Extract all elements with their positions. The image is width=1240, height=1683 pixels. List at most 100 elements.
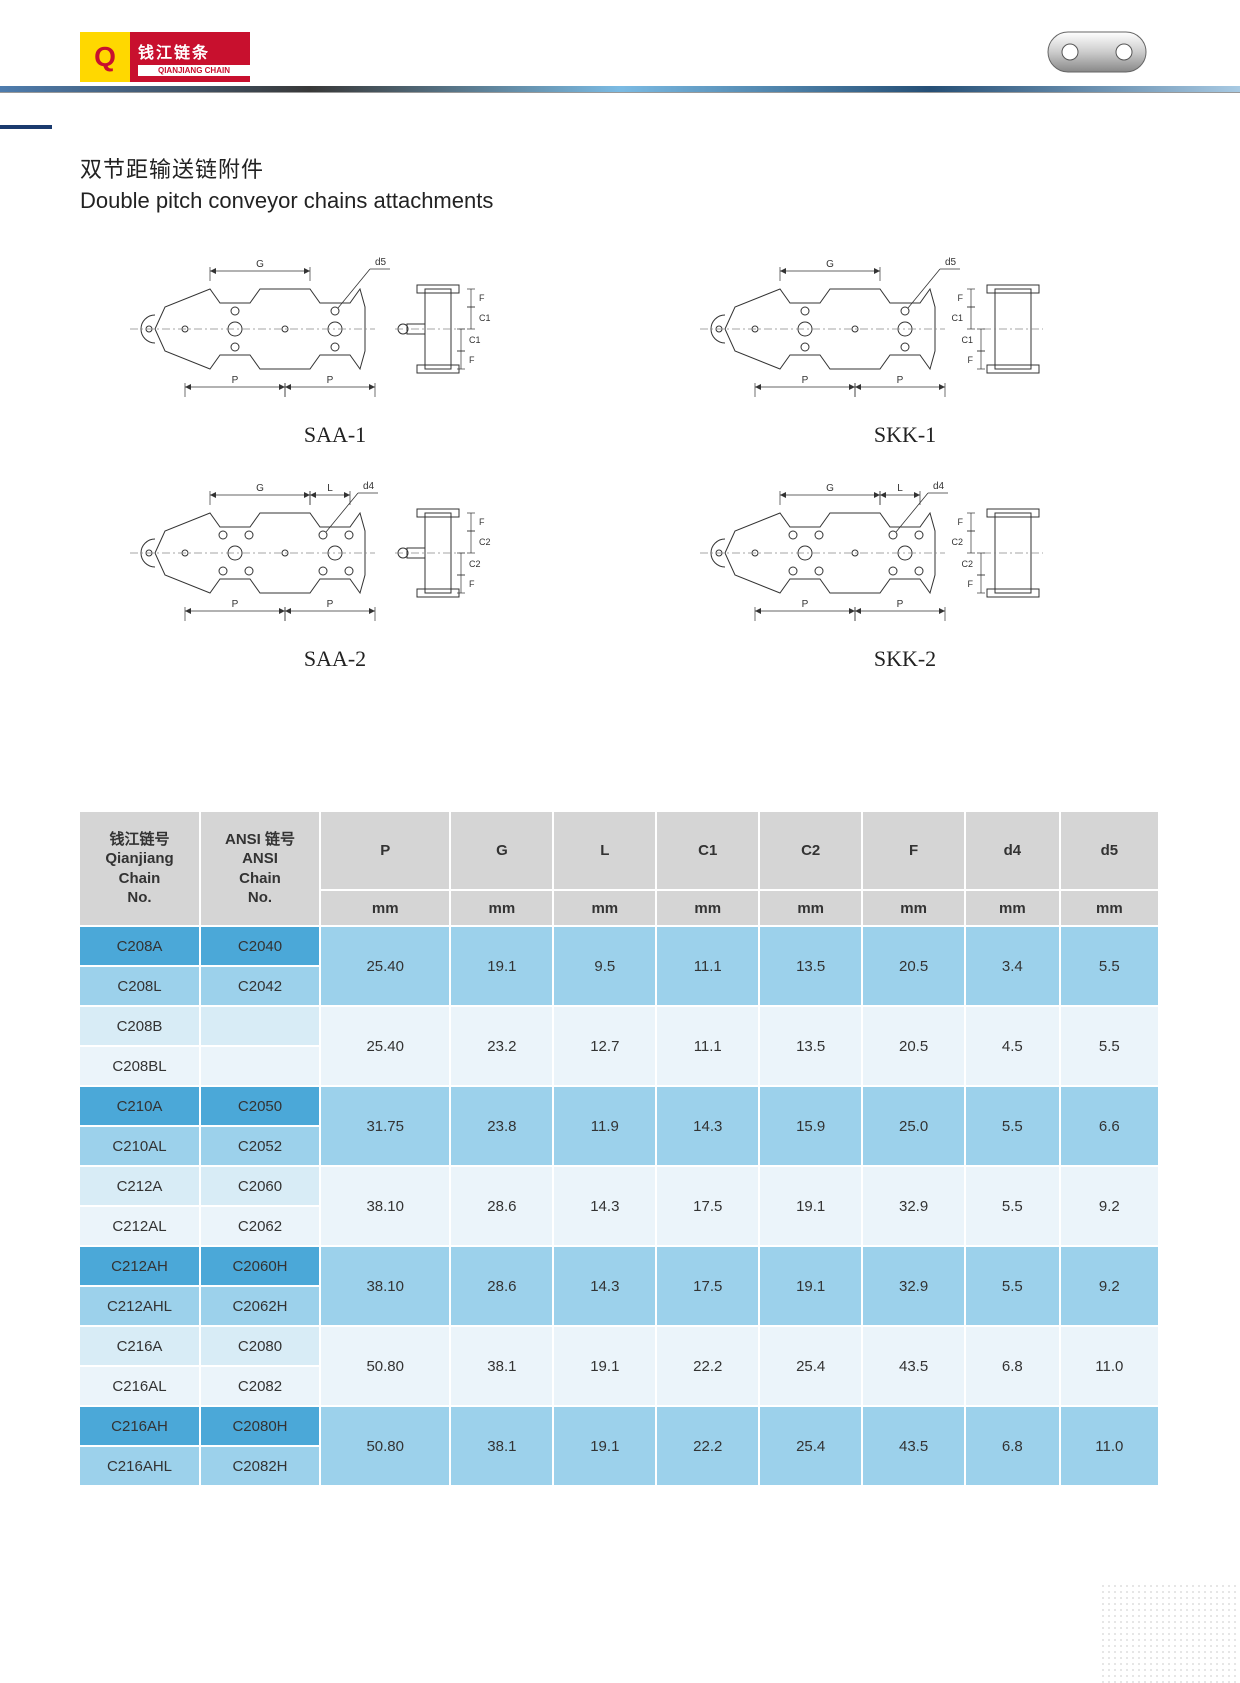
cell-val: 17.5 <box>656 1246 759 1326</box>
table-unit: mm <box>759 890 862 926</box>
table-header: P <box>320 812 450 890</box>
cell-val: 22.2 <box>656 1406 759 1486</box>
table-body: C208AC204025.4019.19.511.113.520.53.45.5… <box>80 926 1159 1486</box>
cell-ansi: C2052 <box>200 1126 320 1166</box>
cell-val: 5.5 <box>1060 1006 1159 1086</box>
cell-val: 9.5 <box>553 926 656 1006</box>
svg-text:G: G <box>826 259 834 270</box>
table-unit: mm <box>320 890 450 926</box>
cell-val: 15.9 <box>759 1086 862 1166</box>
diagram-cell: GLd4PPC2FC2FSKK-2 <box>650 468 1160 672</box>
svg-text:C2: C2 <box>951 537 963 547</box>
cell-val: 6.8 <box>965 1406 1060 1486</box>
svg-text:F: F <box>469 579 475 589</box>
cell-val: 50.80 <box>320 1326 450 1406</box>
table-header: d5 <box>1060 812 1159 890</box>
cell-val: 38.1 <box>450 1406 553 1486</box>
cell-val: 19.1 <box>553 1326 656 1406</box>
cell-ansi: C2062 <box>200 1206 320 1246</box>
cell-val: 14.3 <box>553 1246 656 1326</box>
svg-text:C2: C2 <box>469 559 481 569</box>
svg-text:d5: d5 <box>375 257 387 268</box>
diagram-label: SAA-2 <box>304 646 366 672</box>
table-header: G <box>450 812 553 890</box>
cell-val: 19.1 <box>759 1166 862 1246</box>
cell-val: 32.9 <box>862 1166 965 1246</box>
cell-val: 28.6 <box>450 1246 553 1326</box>
table-row: C210AC205031.7523.811.914.315.925.05.56.… <box>80 1086 1159 1126</box>
cell-ansi: C2050 <box>200 1086 320 1126</box>
svg-text:F: F <box>958 517 964 527</box>
cell-val: 5.5 <box>1060 926 1159 1006</box>
cell-val: 28.6 <box>450 1166 553 1246</box>
cell-val: 23.8 <box>450 1086 553 1166</box>
table-header: L <box>553 812 656 890</box>
cell-qj: C210AL <box>80 1126 200 1166</box>
table-row: C212AC206038.1028.614.317.519.132.95.59.… <box>80 1166 1159 1206</box>
svg-text:C1: C1 <box>951 313 963 323</box>
svg-text:P: P <box>802 375 809 386</box>
svg-text:P: P <box>897 599 904 610</box>
cell-val: 5.5 <box>965 1166 1060 1246</box>
cell-val: 38.10 <box>320 1166 450 1246</box>
svg-text:d4: d4 <box>933 481 945 492</box>
cell-ansi: C2082H <box>200 1446 320 1486</box>
cell-val: 6.6 <box>1060 1086 1159 1166</box>
svg-text:C2: C2 <box>479 537 491 547</box>
cell-qj: C212AL <box>80 1206 200 1246</box>
diagram-svg: Gd5PPC1FC1F <box>690 244 1120 404</box>
cell-val: 25.4 <box>759 1326 862 1406</box>
cell-val: 13.5 <box>759 1006 862 1086</box>
cell-ansi: C2080 <box>200 1326 320 1366</box>
diagram-svg: GLd4PPC2FC2F <box>690 468 1120 628</box>
svg-text:C1: C1 <box>961 335 973 345</box>
cell-val: 17.5 <box>656 1166 759 1246</box>
table-row: C208AC204025.4019.19.511.113.520.53.45.5 <box>80 926 1159 966</box>
svg-text:G: G <box>256 259 264 270</box>
logo-text-en: QIANJIANG CHAIN <box>138 65 250 76</box>
table-unit: mm <box>656 890 759 926</box>
cell-val: 4.5 <box>965 1006 1060 1086</box>
svg-text:G: G <box>826 483 834 494</box>
svg-text:P: P <box>327 375 334 386</box>
cell-val: 13.5 <box>759 926 862 1006</box>
cell-ansi: C2060 <box>200 1166 320 1206</box>
cell-val: 11.9 <box>553 1086 656 1166</box>
cell-val: 50.80 <box>320 1406 450 1486</box>
svg-text:F: F <box>968 579 974 589</box>
cell-val: 9.2 <box>1060 1246 1159 1326</box>
cell-qj: C208A <box>80 926 200 966</box>
table-header: C1 <box>656 812 759 890</box>
table-row: C208B25.4023.212.711.113.520.54.55.5 <box>80 1006 1159 1046</box>
svg-text:C1: C1 <box>469 335 481 345</box>
cell-val: 11.1 <box>656 926 759 1006</box>
diagram-label: SKK-1 <box>874 422 936 448</box>
cell-val: 25.4 <box>759 1406 862 1486</box>
cell-qj: C216AHL <box>80 1446 200 1486</box>
cell-qj: C216AH <box>80 1406 200 1446</box>
svg-text:P: P <box>802 599 809 610</box>
svg-text:d4: d4 <box>363 481 375 492</box>
table-unit: mm <box>450 890 553 926</box>
cell-val: 3.4 <box>965 926 1060 1006</box>
cell-val: 25.0 <box>862 1086 965 1166</box>
logo-mark-icon: Q <box>80 32 130 82</box>
cell-val: 5.5 <box>965 1246 1060 1326</box>
cell-val: 25.40 <box>320 926 450 1006</box>
brand-logo: Q 钱江链条 QIANJIANG CHAIN <box>80 32 250 82</box>
cell-val: 25.40 <box>320 1006 450 1086</box>
cell-val: 9.2 <box>1060 1166 1159 1246</box>
cell-val: 43.5 <box>862 1326 965 1406</box>
cell-val: 43.5 <box>862 1406 965 1486</box>
table-unit: mm <box>862 890 965 926</box>
cell-val: 19.1 <box>553 1406 656 1486</box>
diagram-svg: GLd4PPC2FC2F <box>120 468 550 628</box>
cell-val: 20.5 <box>862 1006 965 1086</box>
cell-val: 14.3 <box>656 1086 759 1166</box>
cell-val: 11.0 <box>1060 1326 1159 1406</box>
cell-ansi: C2042 <box>200 966 320 1006</box>
cell-ansi <box>200 1006 320 1046</box>
svg-text:P: P <box>897 375 904 386</box>
cell-qj: C208BL <box>80 1046 200 1086</box>
cell-val: 20.5 <box>862 926 965 1006</box>
